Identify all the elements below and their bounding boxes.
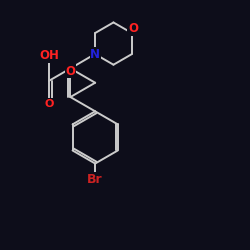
Text: OH: OH [40, 49, 59, 62]
Text: O: O [45, 98, 54, 108]
Text: O: O [66, 64, 76, 78]
Text: N: N [90, 48, 100, 61]
Text: Br: Br [87, 173, 103, 186]
Text: O: O [128, 22, 138, 35]
